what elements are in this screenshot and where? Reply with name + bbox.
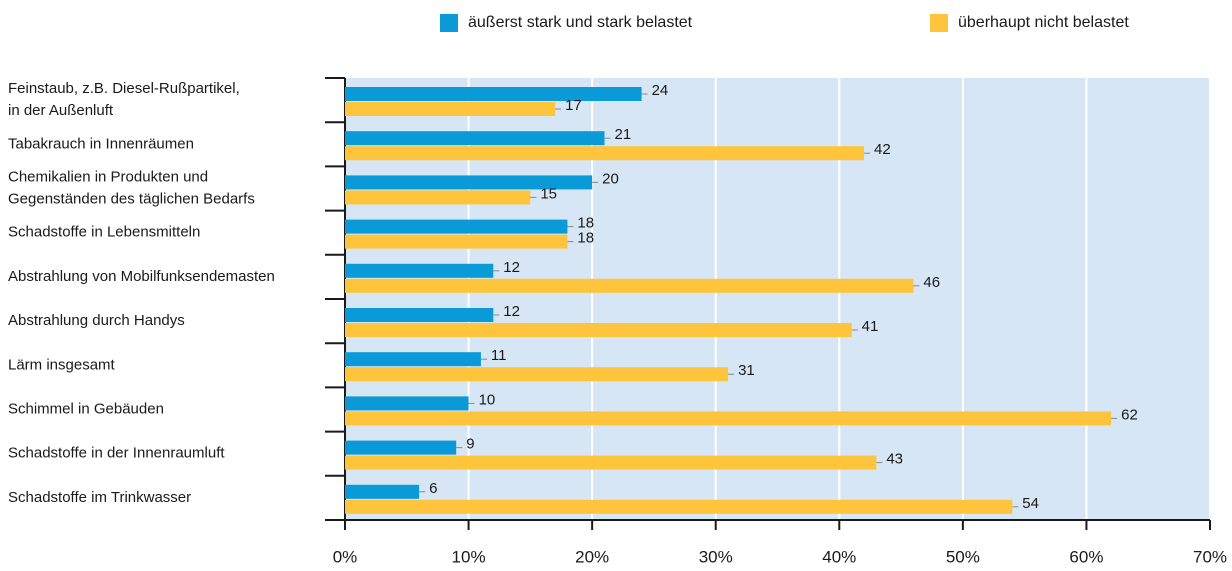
bar	[345, 499, 1013, 514]
value-label: 15	[540, 185, 557, 202]
legend-swatch	[930, 14, 948, 32]
x-tick-label: 30%	[699, 547, 733, 566]
x-tick-label: 70%	[1193, 547, 1227, 566]
bar	[345, 87, 642, 101]
value-label: 11	[491, 347, 507, 364]
value-label: 10	[479, 391, 496, 408]
x-tick-label: 50%	[946, 547, 980, 566]
bar	[345, 263, 494, 278]
value-label: 6	[429, 480, 437, 497]
x-tick-label: 40%	[822, 547, 856, 566]
legend-label: äußerst stark und stark belastet	[468, 14, 693, 31]
value-label: 24	[652, 82, 669, 99]
value-label: 17	[565, 97, 582, 114]
value-label: 54	[1022, 495, 1039, 512]
x-tick-label: 60%	[1069, 547, 1103, 566]
bar	[345, 484, 420, 499]
category-label: Chemikalien in Produkten und Gegenständen…	[8, 168, 255, 207]
category-label: Schadstoffe in der Innenraumluft	[8, 445, 225, 462]
value-label: 21	[615, 126, 632, 143]
category-label: Tabakrauch in Innenräumen	[8, 135, 194, 152]
bar	[345, 219, 568, 234]
x-tick-label: 10%	[452, 547, 486, 566]
bar	[345, 308, 494, 322]
legend-label: überhaupt nicht belastet	[958, 14, 1129, 31]
category-label: Schadstoffe im Trinkwasser	[8, 489, 191, 506]
bar	[345, 234, 568, 249]
bar	[345, 455, 877, 470]
bar	[345, 146, 864, 161]
bar	[345, 352, 481, 367]
value-label: 12	[503, 259, 520, 276]
bar	[345, 323, 852, 337]
bar	[345, 175, 593, 190]
category-label: Schadstoffe in Lebensmitteln	[8, 224, 200, 241]
bar	[345, 440, 457, 455]
bar	[345, 278, 914, 293]
value-label: 12	[503, 303, 520, 320]
legend-swatch	[440, 14, 458, 32]
value-label: 9	[466, 436, 474, 453]
category-label: Feinstaub, z.B. Diesel-Rußpartikel, in de…	[8, 80, 240, 119]
value-label: 41	[862, 318, 879, 335]
value-label: 62	[1121, 406, 1138, 423]
x-tick-label: 0%	[333, 547, 358, 566]
bar	[345, 367, 729, 382]
category-label: Abstrahlung durch Handys	[8, 312, 185, 329]
value-label: 31	[738, 362, 755, 379]
value-label: 20	[602, 170, 619, 187]
bar	[345, 131, 605, 146]
bar	[345, 411, 1112, 426]
bar	[345, 102, 556, 116]
category-label: Lärm insgesamt	[8, 356, 116, 373]
bar	[345, 190, 531, 205]
category-label: Abstrahlung von Mobilfunksendemasten	[8, 268, 275, 285]
value-label: 46	[923, 274, 940, 291]
category-label: Schimmel in Gebäuden	[8, 400, 164, 417]
value-label: 18	[577, 215, 594, 232]
bar	[345, 396, 469, 411]
value-label: 18	[577, 230, 594, 247]
x-tick-label: 20%	[575, 547, 609, 566]
value-label: 43	[886, 451, 903, 468]
value-label: 42	[874, 141, 891, 158]
